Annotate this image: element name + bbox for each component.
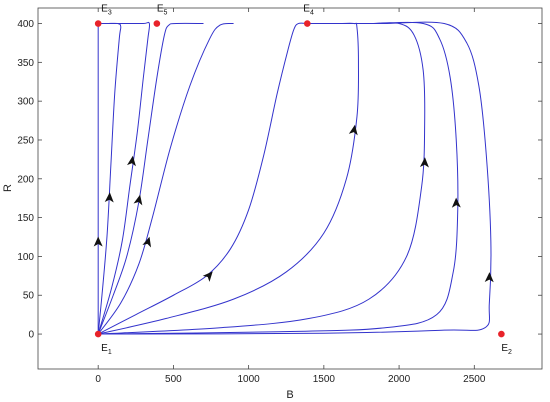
trajectory-line-5	[97, 22, 234, 335]
x-tick-label: 1000	[238, 374, 261, 385]
direction-arrow-3	[127, 155, 136, 167]
y-tick-label: 300	[17, 97, 34, 108]
equilibrium-layer: E1 E2 E3 E4 E5	[94, 4, 512, 356]
arrow-layer	[93, 124, 494, 283]
x-tick-label: 1500	[313, 374, 336, 385]
equilibrium-label-E5: E5	[157, 4, 168, 17]
x-tick-label: 2500	[463, 374, 486, 385]
trajectory-line-10	[98, 21, 492, 335]
trajectory-line-7	[98, 22, 360, 335]
equilibrium-point-E1	[94, 330, 102, 338]
x-tick-label: 2000	[388, 374, 411, 385]
y-tick-label: 400	[17, 19, 34, 30]
direction-arrow-10	[484, 272, 494, 283]
direction-arrow-7	[348, 124, 358, 136]
trajectory-line-6	[97, 22, 308, 335]
y-tick-label: 0	[28, 330, 34, 341]
trajectory-line-8	[98, 22, 426, 335]
y-axis-ticks: 0 50 100 150 200 250 300 350 400	[17, 19, 542, 341]
equilibrium-label-E3: E3	[101, 4, 112, 17]
y-tick-label: 350	[17, 58, 34, 69]
equilibrium-point-E5	[153, 20, 161, 27]
direction-arrow-8	[419, 157, 429, 168]
direction-arrow-5	[142, 236, 152, 248]
direction-arrow-4	[133, 194, 143, 206]
trajectory-line-2	[97, 22, 122, 335]
trajectory-line-3	[97, 21, 151, 335]
trajectory-layer	[97, 21, 492, 335]
trajectory-line-9	[98, 21, 459, 335]
y-tick-label: 50	[23, 291, 35, 302]
y-tick-label: 100	[17, 252, 34, 263]
trajectory-line-4	[97, 22, 204, 335]
direction-arrow-9	[451, 197, 461, 208]
direction-arrow-1	[93, 236, 103, 247]
y-tick-label: 150	[17, 213, 34, 224]
plot-frame	[37, 7, 543, 370]
equilibrium-point-E3	[94, 20, 102, 27]
x-tick-label: 0	[95, 374, 101, 385]
y-tick-label: 250	[17, 135, 34, 146]
equilibrium-label-E2: E2	[501, 343, 512, 356]
y-axis-label: R	[2, 184, 14, 192]
direction-arrow-6	[202, 271, 213, 282]
direction-arrow-2	[104, 192, 114, 203]
equilibrium-label-E1: E1	[101, 343, 112, 356]
equilibrium-label-E4: E4	[303, 4, 314, 17]
x-axis-ticks: 0 500 1000 1500 2000 2500	[95, 8, 486, 385]
x-axis-label: B	[286, 389, 293, 401]
equilibrium-point-E2	[498, 330, 505, 338]
equilibrium-point-E4	[304, 20, 311, 27]
y-tick-label: 200	[17, 174, 34, 185]
x-tick-label: 500	[165, 374, 182, 385]
